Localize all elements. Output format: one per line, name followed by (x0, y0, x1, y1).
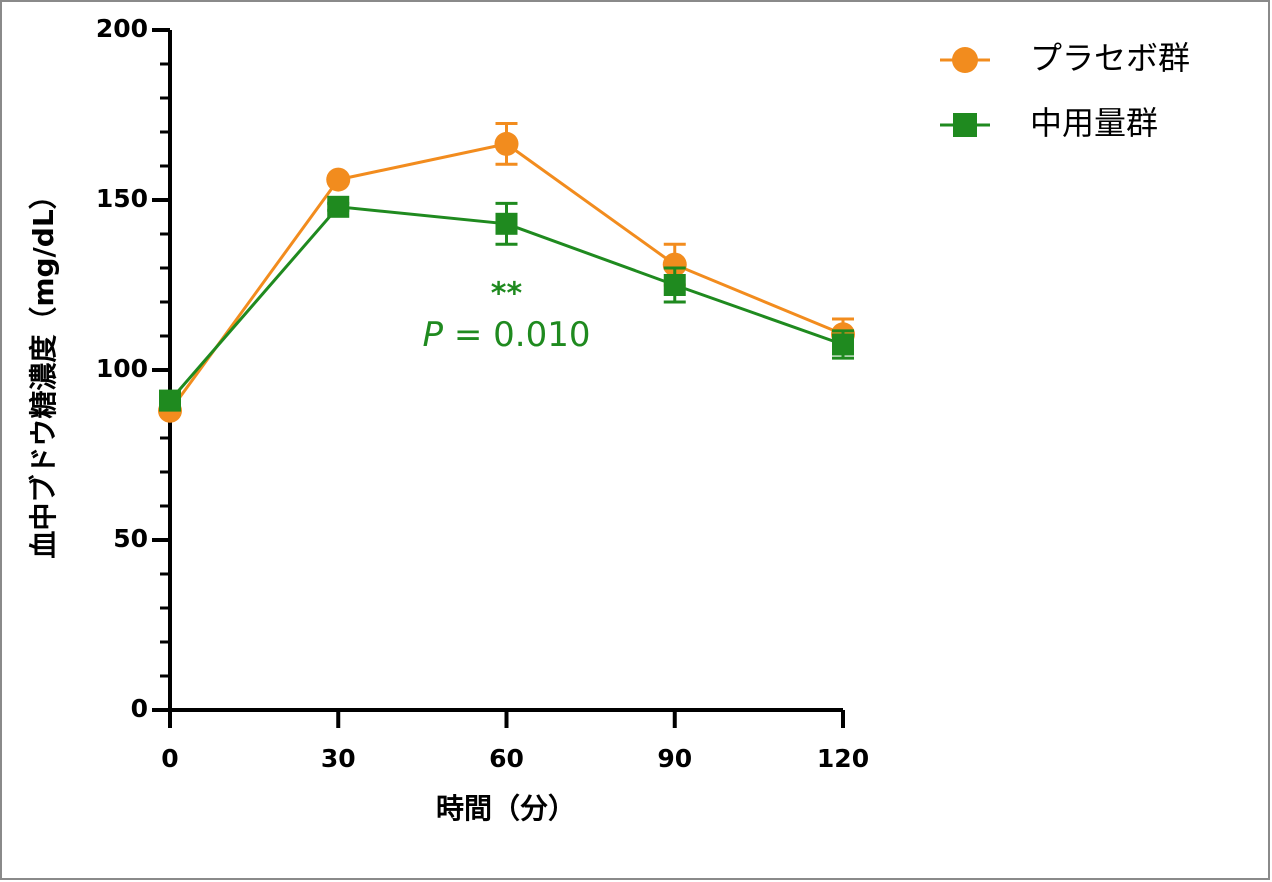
marker (159, 389, 181, 412)
y-tick-label: 150 (96, 184, 148, 213)
legend-label: プラセボ群 (1030, 39, 1190, 77)
x-tick-label: 120 (817, 744, 869, 773)
marker (327, 195, 350, 218)
y-tick-label: 0 (131, 694, 148, 723)
annotation-part: = 0.010 (443, 315, 590, 355)
annotation-part: P (423, 315, 444, 355)
marker (662, 252, 687, 277)
x-tick-label: 60 (489, 744, 524, 773)
legend-marker (953, 113, 977, 137)
marker (494, 131, 519, 156)
legend-label: 中用量群 (1030, 104, 1158, 142)
y-tick-label: 100 (96, 354, 148, 383)
legend-marker (952, 47, 978, 73)
marker (663, 274, 686, 296)
x-axis-label: 時間（分） (436, 792, 576, 825)
annotation: ** (491, 277, 523, 312)
x-tick-label: 90 (657, 744, 692, 773)
x-tick-label: 30 (321, 744, 356, 773)
marker (326, 167, 351, 192)
marker (495, 212, 518, 235)
x-tick-label: 0 (161, 744, 178, 773)
y-tick-label: 50 (113, 524, 148, 553)
annotation: P = 0.010 (423, 315, 591, 355)
marker (832, 333, 854, 356)
y-axis-label: 血中ブドウ糖濃度（mg/dL） (27, 181, 60, 558)
y-tick-label: 200 (96, 14, 148, 43)
